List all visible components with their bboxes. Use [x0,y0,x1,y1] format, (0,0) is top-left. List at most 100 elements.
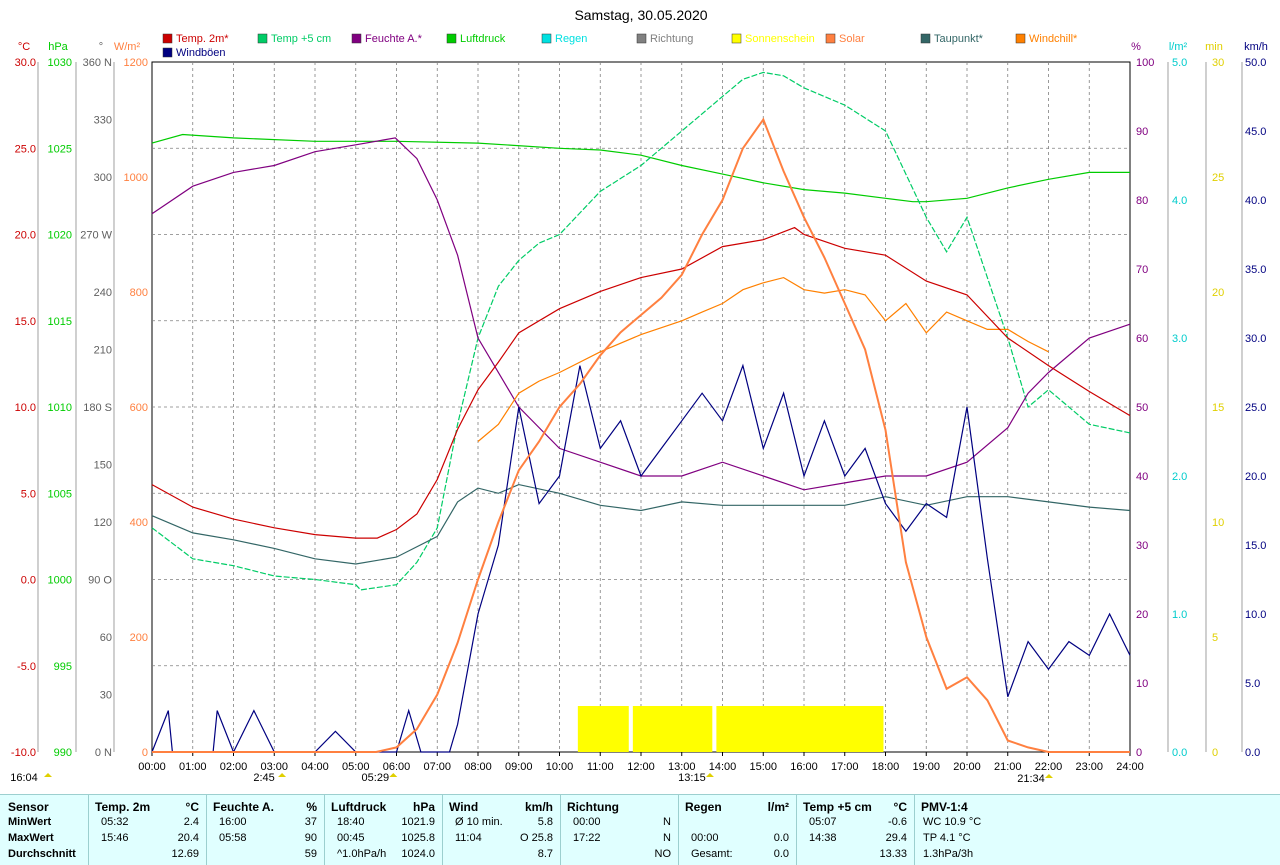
axis-unit-label: °C [18,41,30,53]
axis-tick-label: 15 [1212,402,1224,414]
time-marker-label: 13:15 [678,772,706,784]
stats-humidity-header: Feuchte A. [213,800,274,814]
legend-swatch [162,33,173,44]
stats-time: 14:38 [809,832,837,844]
sun-marker-icon [389,773,398,777]
legend-swatch [162,47,173,58]
series-line [151,71,1131,591]
x-tick-label: 14:00 [709,761,737,773]
axis-tick-label: 120 [94,517,112,529]
axis-tick-label: 25.0 [15,143,36,155]
statistics-table: Sensor MinWert MaxWert Durchschnitt Temp… [0,794,1280,865]
stats-sensor-column: Sensor MinWert MaxWert Durchschnitt [0,795,88,865]
axis-unit-label: min [1205,41,1223,53]
stats-rain-header: Regen [685,800,722,814]
axis-tick-label: 100 [1136,57,1154,69]
x-tick-label: 18:00 [872,761,900,773]
stats-value: 13.33 [879,848,907,860]
axis-tick-label: 180 S [83,402,112,414]
axis-tick-label: 150 [94,460,112,472]
stats-value: 90 [304,832,317,844]
axis-tick-label: 600 [130,402,148,414]
axis-unit-label: ° [99,41,103,53]
series-line [151,133,1130,203]
axis-tick-label: 10 [1136,678,1148,690]
chart-title: Samstag, 30.05.2020 [574,7,707,23]
x-tick-label: 17:00 [831,761,859,773]
axis-tick-label: 15.0 [1245,540,1266,552]
x-tick-label: 07:00 [423,761,451,773]
axis-tick-label: 70 [1136,264,1148,276]
axis-unit-label: l/m² [1169,41,1188,53]
stats-direction-header: Richtung [567,800,619,814]
stats-time: 00:00 [691,832,719,844]
legend-swatch [1015,33,1026,44]
legend-swatch [351,33,362,44]
stats-time: 05:07 [809,816,837,828]
stats-pmv-column: PMV-1:4 WC 10.9 °C TP 4.1 °C 1.3hPa/3h [914,795,1280,865]
legend-label: Feuchte A.* [365,33,423,45]
series-line [151,226,1131,539]
legend-label: Taupunkt* [934,33,984,45]
axis-tick-label: 90 O [88,575,112,587]
axis-tick-label: 20.0 [1245,471,1266,483]
axis-unit-label: hPa [48,41,68,53]
legend-label: Temp +5 cm [271,33,331,45]
stats-humidity-column: Feuchte A.% 16:00 37 05:58 90 59 [206,795,325,865]
axes: 30.025.020.015.010.05.00.0-5.0-10.0°C103… [11,41,1268,773]
legend-swatch [257,33,268,44]
stats-value: 12.69 [171,848,199,860]
stats-value: WC 10.9 °C [923,816,982,828]
axis-tick-label: 10.0 [1245,609,1266,621]
stats-temp-unit: °C [185,800,199,814]
x-tick-label: 24:00 [1116,761,1144,773]
sun-marker-icon [705,773,714,777]
axis-tick-label: 1005 [48,488,72,500]
axis-tick-label: 2.0 [1172,471,1187,483]
stats-pressure-header: Luftdruck [331,800,387,814]
x-tick-label: 10:00 [546,761,574,773]
stats-value: 1021.9 [401,816,435,828]
x-tick-label: 01:00 [179,761,207,773]
axis-tick-label: 3.0 [1172,333,1187,345]
axis-tick-label: 1015 [48,316,72,328]
sunshine-bar [716,706,884,752]
axis-tick-label: -5.0 [17,661,36,673]
stats-rain-unit: l/m² [767,800,789,814]
axis-unit-label: % [1131,41,1141,53]
stats-temp5-header: Temp +5 cm [803,800,872,814]
axis-unit-label: W/m² [114,41,141,53]
axis-unit-label: km/h [1244,41,1268,53]
axis-tick-label: 80 [1136,195,1148,207]
legend-label: Temp. 2m* [176,33,229,45]
legend-label: Luftdruck [460,33,506,45]
axis-tick-label: 300 [94,172,112,184]
time-marker-label: 16:04 [10,772,38,784]
stats-time: Ø 10 min. [455,816,503,828]
axis-tick-label: 1025 [48,143,72,155]
axis-tick-label: 5.0 [21,488,36,500]
sun-marker-icon [1044,774,1053,778]
legend-swatch [825,33,836,44]
axis-tick-label: 5 [1212,632,1218,644]
x-tick-label: 00:00 [138,761,166,773]
series-line [151,483,1131,565]
stats-time: ^1.0hPa/h [337,848,387,860]
axis-tick-label: 30.0 [15,57,36,69]
stats-value: -0.6 [888,816,907,828]
stats-value: 37 [304,816,317,828]
time-marker-label: 2:45 [253,772,274,784]
stats-wind-column: Wind km/h Ø 10 min. 5.8 11:04 O 25.8 8.7 [442,795,561,865]
stats-time: 00:00 [573,816,601,828]
stats-time: 00:45 [337,832,365,844]
stats-row-label: MaxWert [8,832,54,844]
stats-value: 29.4 [885,832,907,844]
axis-tick-label: 0 [1212,747,1218,759]
stats-humidity-unit: % [306,800,317,814]
axis-tick-label: 20 [1212,287,1224,299]
axis-tick-label: 5.0 [1245,678,1260,690]
legend-swatch [446,33,457,44]
series-line [477,276,1049,442]
stats-pressure-unit: hPa [412,800,435,814]
axis-tick-label: 1010 [48,402,72,414]
